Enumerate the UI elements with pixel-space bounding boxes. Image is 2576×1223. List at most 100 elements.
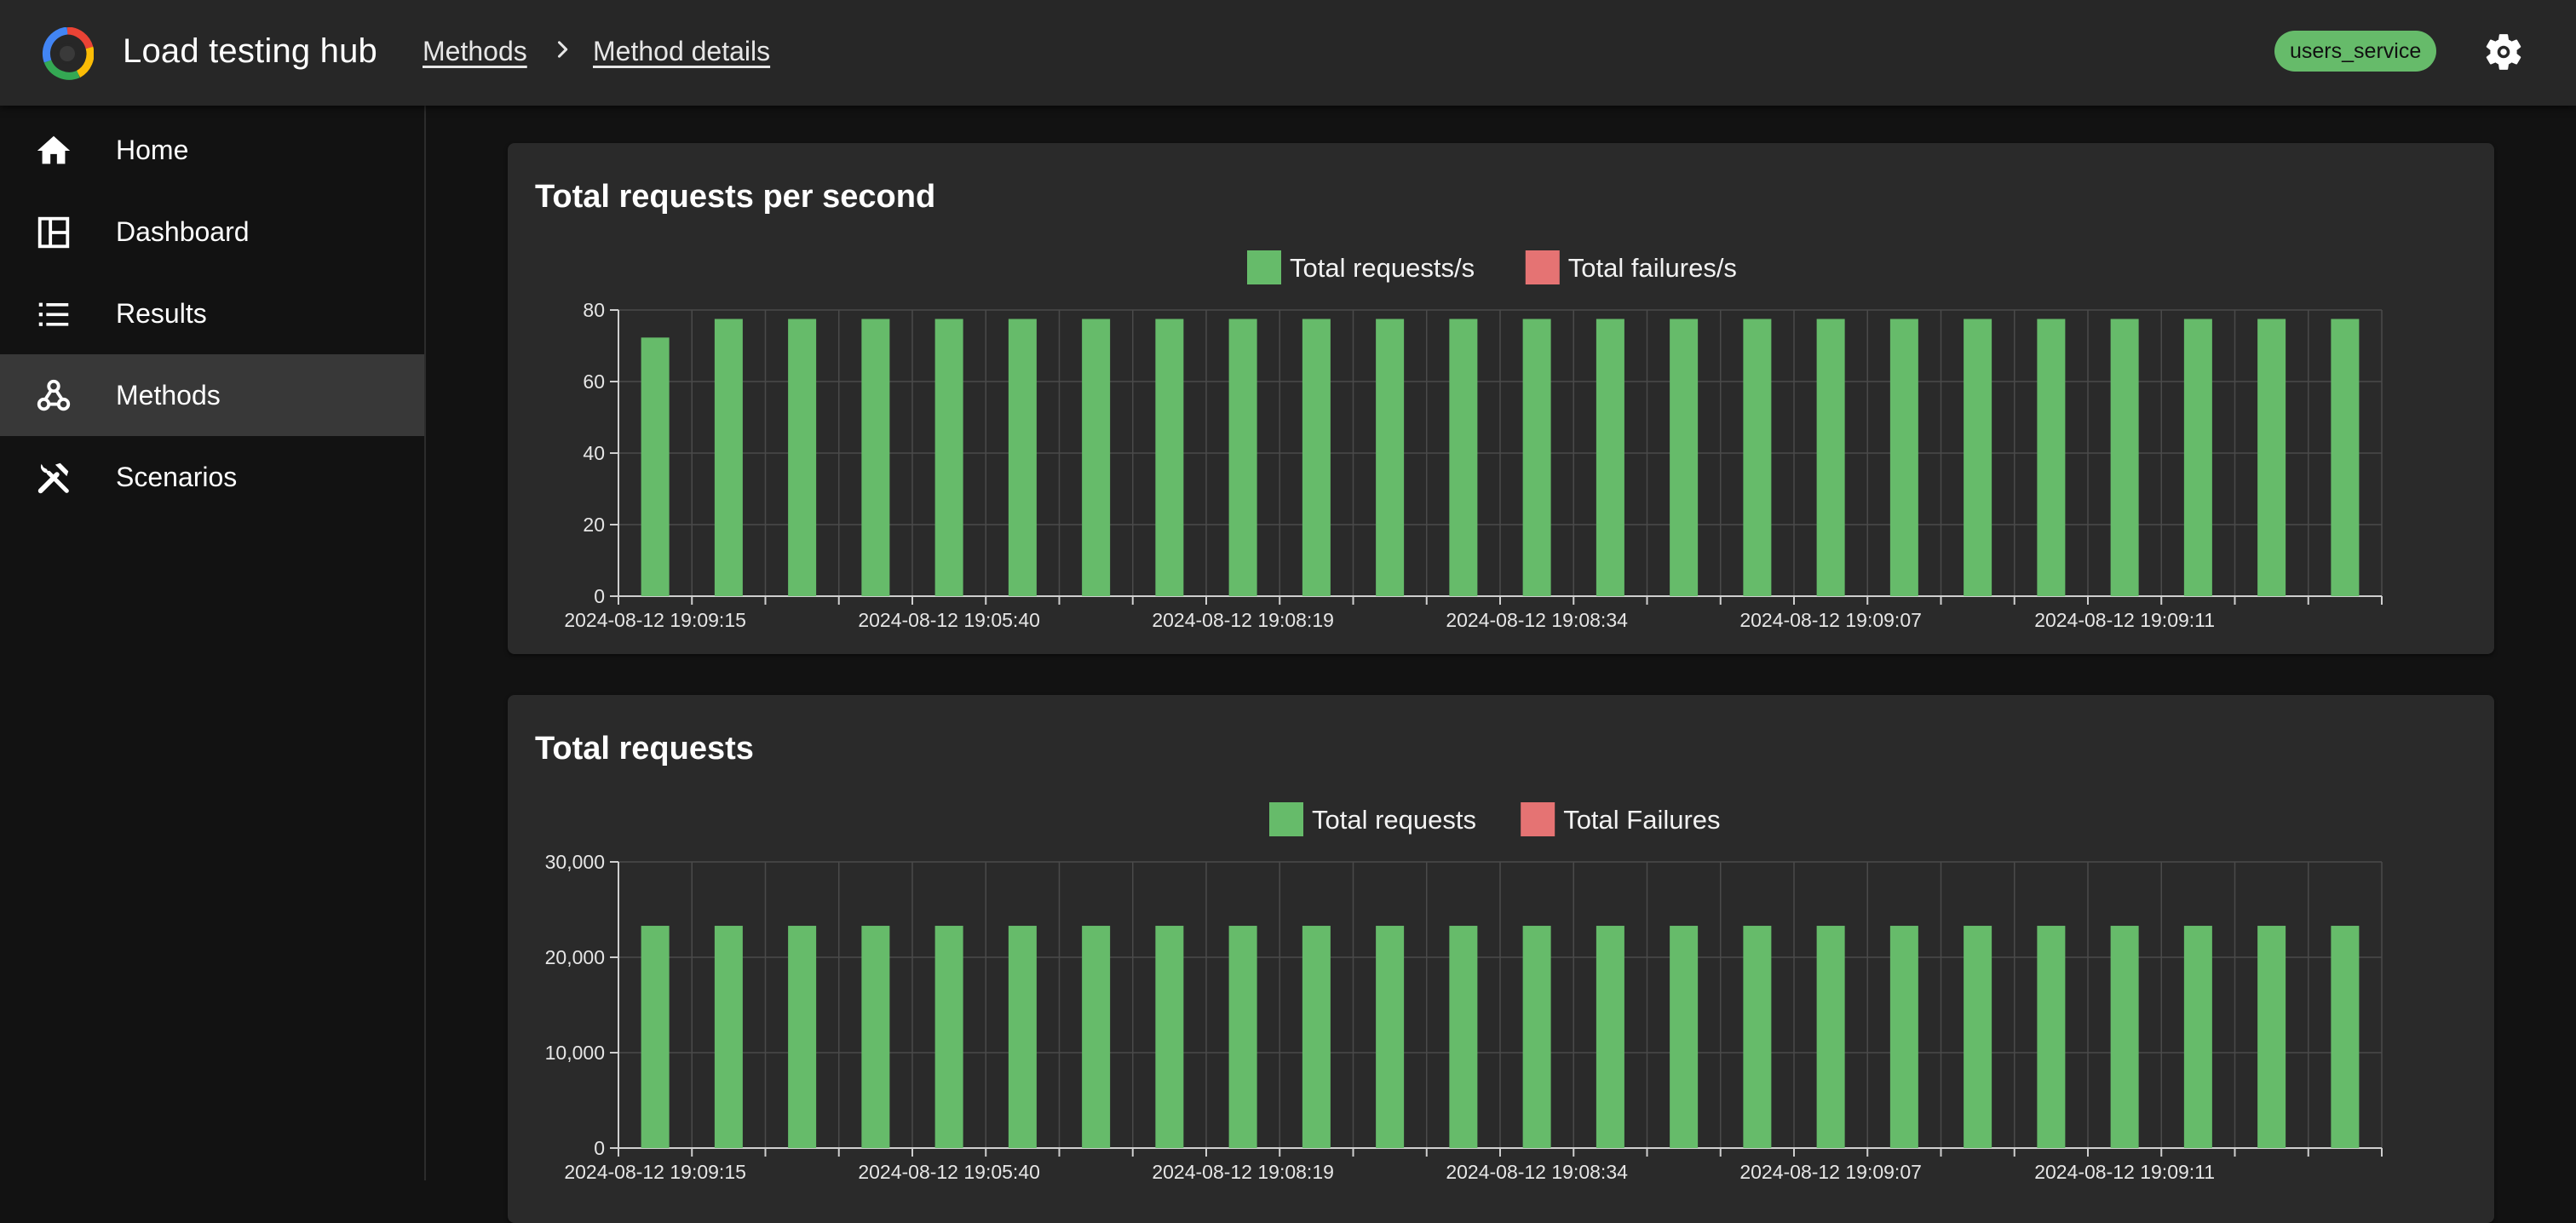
- bar-primary[interactable]: [2331, 926, 2360, 1148]
- breadcrumb-methods[interactable]: Methods: [423, 36, 527, 66]
- x-tick-label: 2024-08-12 19:09:11: [2034, 1161, 2215, 1183]
- bar-primary[interactable]: [1889, 319, 1918, 597]
- bar-primary[interactable]: [714, 926, 743, 1148]
- bar-primary[interactable]: [1449, 926, 1478, 1148]
- bar-primary[interactable]: [1670, 926, 1699, 1148]
- bar-primary[interactable]: [1816, 926, 1845, 1148]
- legend-label[interactable]: Total failures/s: [1568, 253, 1737, 283]
- bar-primary[interactable]: [1889, 926, 1918, 1148]
- bar-primary[interactable]: [1743, 319, 1772, 597]
- dashboard-icon: [37, 216, 70, 249]
- legend-swatch[interactable]: [1525, 250, 1560, 284]
- bar-primary[interactable]: [1228, 319, 1257, 597]
- sidebar-item-scenarios[interactable]: Scenarios: [0, 436, 424, 518]
- bar-primary[interactable]: [1522, 926, 1551, 1148]
- breadcrumb-method-details[interactable]: Method details: [593, 36, 771, 66]
- y-tick-label: 0: [594, 1137, 605, 1159]
- y-tick-label: 30,000: [545, 851, 605, 873]
- x-tick-label: 2024-08-12 19:09:07: [1739, 609, 1922, 631]
- webhook-icon: [37, 379, 71, 411]
- y-tick-label: 10,000: [545, 1042, 605, 1064]
- bar-primary[interactable]: [2257, 926, 2286, 1148]
- bar-primary[interactable]: [1008, 319, 1037, 597]
- legend-swatch[interactable]: [1247, 250, 1281, 284]
- bar-primary[interactable]: [1376, 926, 1405, 1148]
- x-tick-label: 2024-08-12 19:09:15: [564, 609, 746, 631]
- sidebar-item-label: Methods: [116, 380, 221, 411]
- bar-primary[interactable]: [1964, 319, 1992, 597]
- y-tick-label: 0: [594, 585, 605, 607]
- bar-primary[interactable]: [2037, 926, 2066, 1148]
- bar-primary[interactable]: [1670, 319, 1699, 597]
- x-tick-label: 2024-08-12 19:08:34: [1446, 609, 1628, 631]
- y-tick-label: 40: [583, 442, 605, 464]
- bar-primary[interactable]: [788, 319, 817, 597]
- bar-primary[interactable]: [1743, 926, 1772, 1148]
- bar-primary[interactable]: [861, 319, 890, 597]
- bar-primary[interactable]: [1449, 319, 1478, 597]
- bar-primary[interactable]: [1816, 319, 1845, 597]
- bar-primary[interactable]: [1082, 319, 1111, 597]
- x-tick-label: 2024-08-12 19:08:19: [1152, 1161, 1334, 1183]
- sidebar-item-dashboard[interactable]: Dashboard: [0, 191, 424, 273]
- sidebar-item-methods[interactable]: Methods: [0, 354, 424, 436]
- chart-card-rps: Total requests per second Total requests…: [508, 143, 2494, 654]
- bar-primary[interactable]: [1376, 319, 1405, 597]
- bar-primary[interactable]: [861, 926, 890, 1148]
- app-bar: Load testing hub Methods Method details …: [0, 0, 2576, 106]
- bar-primary[interactable]: [2331, 319, 2360, 597]
- legend-label[interactable]: Total requests/s: [1290, 253, 1475, 283]
- bar-primary[interactable]: [1302, 319, 1331, 597]
- chart-title: Total requests per second: [535, 179, 936, 215]
- bar-primary[interactable]: [934, 926, 963, 1148]
- tools-icon: [37, 462, 69, 494]
- bar-primary[interactable]: [2110, 926, 2139, 1148]
- bar-primary[interactable]: [1964, 926, 1992, 1148]
- y-tick-label: 60: [583, 370, 605, 393]
- sidebar: Home Dashboard Results Methods: [0, 106, 426, 1180]
- bar-primary[interactable]: [2257, 319, 2286, 597]
- legend-swatch[interactable]: [1269, 802, 1303, 836]
- bar-primary[interactable]: [1228, 926, 1257, 1148]
- bar-primary[interactable]: [1596, 319, 1624, 597]
- sidebar-item-label: Results: [116, 298, 207, 329]
- bar-primary[interactable]: [1302, 926, 1331, 1148]
- sidebar-item-label: Dashboard: [116, 216, 250, 247]
- sidebar-item-home[interactable]: Home: [0, 109, 424, 191]
- bar-primary[interactable]: [1155, 319, 1184, 597]
- x-tick-label: 2024-08-12 19:09:07: [1739, 1161, 1922, 1183]
- app-logo-icon: [42, 27, 94, 80]
- bar-primary[interactable]: [1522, 319, 1551, 597]
- legend-label[interactable]: Total Failures: [1563, 805, 1720, 835]
- y-tick-label: 80: [583, 299, 605, 321]
- rps-chart: Total requests/s Total failures/s 0 20 40 60 8…: [564, 250, 2383, 631]
- sidebar-item-label: Scenarios: [116, 462, 238, 492]
- bar-primary[interactable]: [1155, 926, 1184, 1148]
- y-tick-label: 20,000: [545, 946, 605, 968]
- sidebar-item-results[interactable]: Results: [0, 273, 424, 354]
- bar-primary[interactable]: [788, 926, 817, 1148]
- gear-icon[interactable]: [2482, 31, 2525, 73]
- bar-primary[interactable]: [934, 319, 963, 597]
- bar-primary[interactable]: [2183, 319, 2212, 597]
- bar-primary[interactable]: [2183, 926, 2212, 1148]
- bar-primary[interactable]: [1082, 926, 1111, 1148]
- chevron-right-icon: [557, 41, 568, 58]
- bar-primary[interactable]: [641, 926, 670, 1148]
- bar-primary[interactable]: [1008, 926, 1037, 1148]
- bar-primary[interactable]: [2110, 319, 2139, 597]
- legend-swatch[interactable]: [1521, 802, 1555, 836]
- bar-primary[interactable]: [2037, 319, 2066, 597]
- legend-label[interactable]: Total requests: [1312, 805, 1476, 835]
- app-title: Load testing hub: [123, 32, 378, 70]
- x-tick-label: 2024-08-12 19:09:11: [2034, 609, 2215, 631]
- x-tick-label: 2024-08-12 19:08:34: [1446, 1161, 1628, 1183]
- bar-primary[interactable]: [714, 319, 743, 597]
- bar-primary[interactable]: [1596, 926, 1624, 1148]
- chart-card-total: Total requests Total requests Total Failu…: [508, 695, 2494, 1223]
- bar-primary[interactable]: [641, 337, 670, 596]
- home-icon: [37, 135, 71, 164]
- x-tick-label: 2024-08-12 19:09:15: [564, 1161, 746, 1183]
- list-icon: [38, 302, 69, 326]
- total-requests-chart: Total requests Total Failures 0 10,000 20,00…: [545, 802, 2383, 1183]
